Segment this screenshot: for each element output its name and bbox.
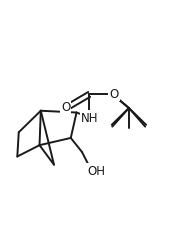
Text: O: O xyxy=(61,101,70,114)
Text: OH: OH xyxy=(87,164,105,177)
Text: O: O xyxy=(109,87,118,100)
Text: NH: NH xyxy=(81,111,98,124)
